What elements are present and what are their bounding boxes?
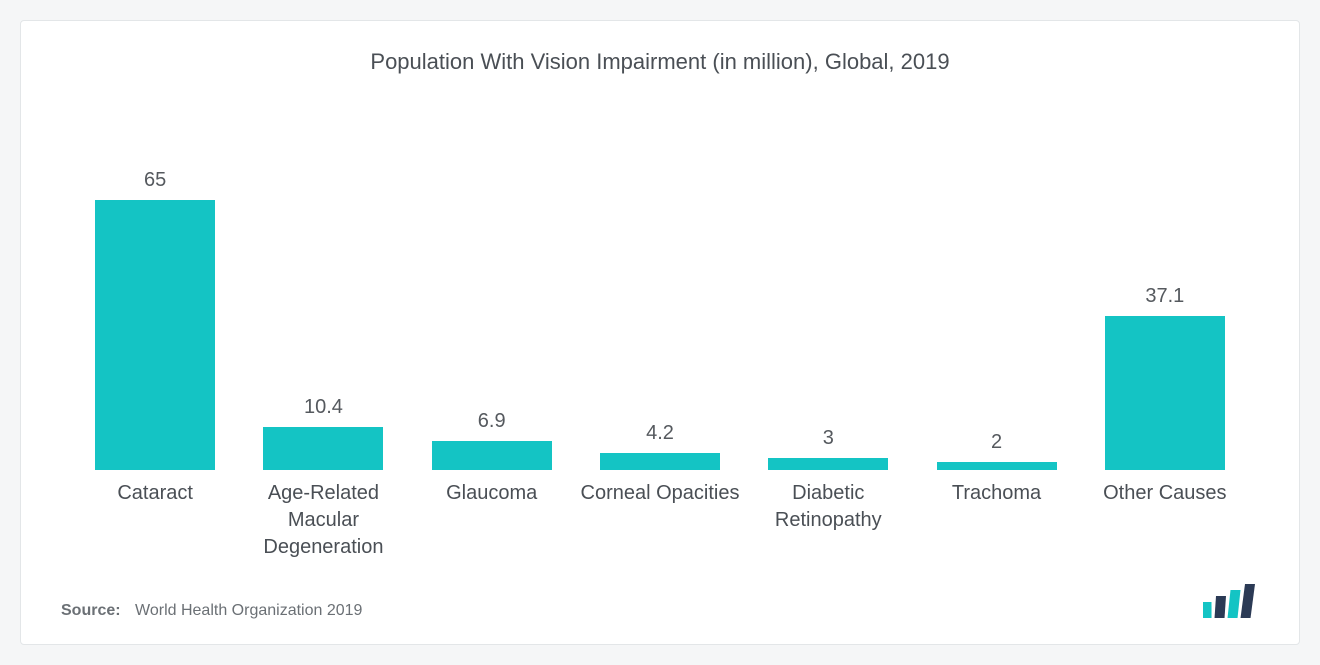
bar-group: 65 bbox=[71, 169, 239, 470]
chart-card: Population With Vision Impairment (in mi… bbox=[20, 20, 1300, 645]
bar bbox=[263, 427, 383, 470]
bar-group: 4.2 bbox=[576, 422, 744, 470]
source-citation: Source: World Health Organization 2019 bbox=[61, 602, 362, 620]
chart-plot-area: 65 10.4 6.9 4.2 3 2 37.1 bbox=[61, 85, 1259, 470]
bar-value-label: 2 bbox=[991, 431, 1002, 454]
bar-category-label: Glaucoma bbox=[408, 480, 576, 580]
chart-footer: Source: World Health Organization 2019 bbox=[61, 580, 1259, 620]
brand-logo-icon bbox=[1203, 580, 1259, 620]
bar-value-label: 10.4 bbox=[304, 396, 343, 419]
bar bbox=[95, 200, 215, 470]
bar-group: 6.9 bbox=[408, 410, 576, 470]
bar bbox=[937, 462, 1057, 470]
bar-value-label: 4.2 bbox=[646, 422, 674, 445]
bar-group: 3 bbox=[744, 427, 912, 470]
bar-category-label: Other Causes bbox=[1081, 480, 1249, 580]
bar-group: 10.4 bbox=[239, 396, 407, 470]
source-label: Source: bbox=[61, 602, 121, 619]
bar-group: 37.1 bbox=[1081, 285, 1249, 470]
bar-category-label: Age-Related Macular Degeneration bbox=[239, 480, 407, 580]
bar bbox=[600, 453, 720, 470]
chart-title: Population With Vision Impairment (in mi… bbox=[61, 49, 1259, 75]
bar bbox=[768, 458, 888, 470]
bar-value-label: 6.9 bbox=[478, 410, 506, 433]
source-text: World Health Organization 2019 bbox=[135, 602, 362, 619]
bar-group: 2 bbox=[912, 431, 1080, 470]
bar bbox=[432, 441, 552, 470]
bar-category-label: Cataract bbox=[71, 480, 239, 580]
bar-value-label: 37.1 bbox=[1145, 285, 1184, 308]
bar-category-label: Corneal Opacities bbox=[576, 480, 744, 580]
bar-value-label: 65 bbox=[144, 169, 166, 192]
bar-category-label: Trachoma bbox=[912, 480, 1080, 580]
bar-category-label: Diabetic Retinopathy bbox=[744, 480, 912, 580]
bar bbox=[1105, 316, 1225, 470]
bar-value-label: 3 bbox=[823, 427, 834, 450]
chart-category-axis: CataractAge-Related Macular Degeneration… bbox=[61, 470, 1259, 580]
